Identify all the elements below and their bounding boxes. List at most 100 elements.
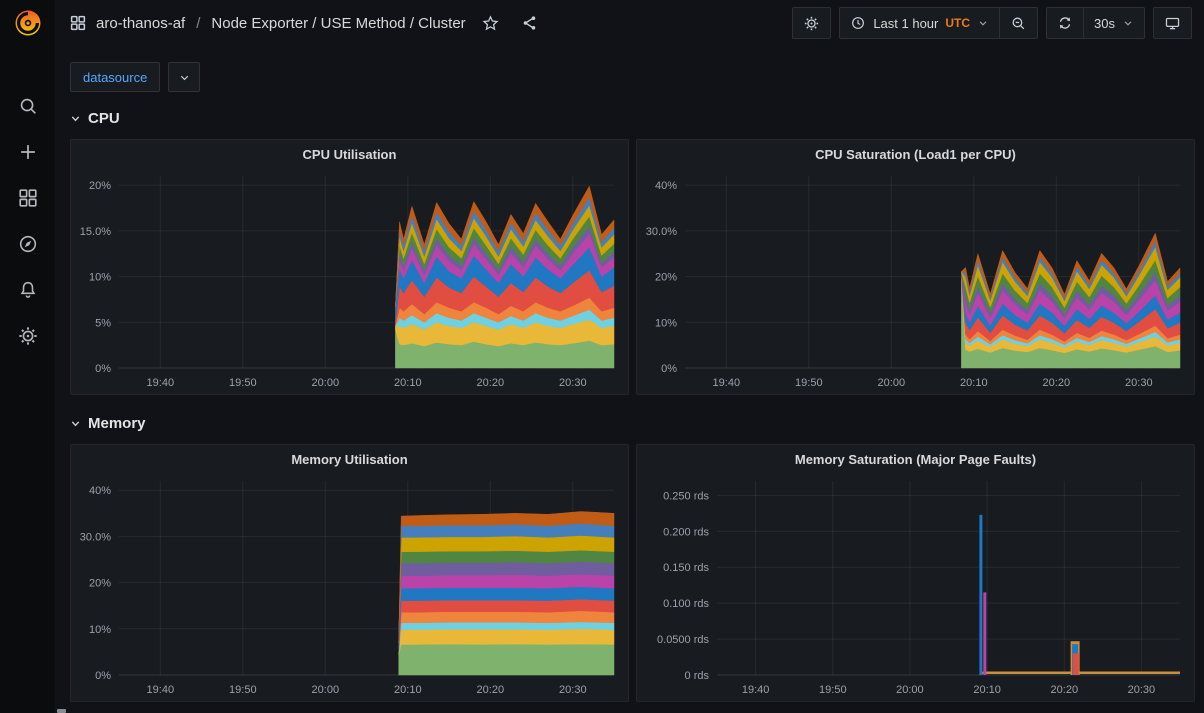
search-icon[interactable] (8, 94, 48, 118)
topbar: aro-thanos-af / Node Exporter / USE Meth… (55, 0, 1204, 46)
section-label-cpu: CPU (88, 110, 120, 127)
panel-title: CPU Saturation (Load1 per CPU) (815, 147, 1016, 162)
cpu-utilisation-chart[interactable]: 19:4019:5020:0020:1020:2020:300%5%10%15.… (71, 168, 628, 394)
panel-title: Memory Saturation (Major Page Faults) (795, 452, 1036, 467)
explore-compass-icon[interactable] (8, 232, 48, 256)
breadcrumb-dashboard-title[interactable]: Node Exporter / USE Method / Cluster (211, 15, 465, 32)
memory-utilisation-chart[interactable]: 19:4019:5020:0020:1020:2020:300%10%20%30… (71, 473, 628, 701)
share-alt-icon (521, 14, 539, 32)
breadcrumb: aro-thanos-af / Node Exporter / USE Meth… (69, 14, 545, 33)
svg-text:0.200 rds: 0.200 rds (663, 526, 709, 538)
svg-text:19:40: 19:40 (147, 684, 175, 696)
svg-text:20:20: 20:20 (1043, 377, 1071, 389)
svg-text:20%: 20% (89, 180, 111, 192)
row-header-memory[interactable]: Memory (70, 411, 1195, 435)
configuration-gear-icon[interactable] (8, 324, 48, 348)
svg-text:0%: 0% (661, 363, 677, 375)
share-button[interactable] (515, 14, 545, 32)
svg-text:40%: 40% (89, 485, 111, 497)
svg-text:20:10: 20:10 (973, 684, 1001, 696)
panel-cpu-saturation: CPU Saturation (Load1 per CPU) 19:4019:5… (636, 139, 1195, 395)
scroll-corner (57, 709, 66, 713)
svg-text:19:40: 19:40 (147, 377, 175, 389)
breadcrumb-separator: / (194, 15, 202, 32)
refresh-interval-dropdown[interactable]: 30s (1083, 7, 1145, 39)
time-range-picker-button[interactable]: Last 1 hour UTC (839, 7, 1000, 39)
svg-text:20:30: 20:30 (1125, 377, 1153, 389)
refresh-interval-label: 30s (1094, 16, 1115, 31)
svg-text:20:00: 20:00 (878, 377, 906, 389)
chevron-down-icon (977, 17, 989, 29)
panel-header[interactable]: CPU Utilisation (71, 140, 628, 168)
tv-mode-button[interactable] (1153, 7, 1192, 39)
timezone-label: UTC (945, 16, 970, 30)
apps-grid-icon (69, 14, 87, 32)
svg-text:30.0%: 30.0% (646, 226, 677, 238)
svg-text:0.150 rds: 0.150 rds (663, 562, 709, 574)
svg-text:20%: 20% (655, 272, 677, 284)
svg-text:19:40: 19:40 (713, 377, 741, 389)
panel-memory-saturation: Memory Saturation (Major Page Faults) 19… (636, 444, 1195, 702)
alerting-bell-icon[interactable] (8, 278, 48, 302)
svg-text:20:00: 20:00 (312, 684, 340, 696)
grafana-logo-icon[interactable] (0, 0, 55, 46)
datasource-variable-button[interactable]: datasource (70, 62, 160, 92)
refresh-icon (1057, 15, 1073, 31)
refresh-button[interactable] (1046, 7, 1084, 39)
main-area: aro-thanos-af / Node Exporter / USE Meth… (55, 0, 1204, 713)
svg-text:20:10: 20:10 (394, 684, 422, 696)
panel-header[interactable]: Memory Saturation (Major Page Faults) (637, 445, 1194, 473)
svg-text:0%: 0% (95, 363, 111, 375)
svg-text:19:40: 19:40 (742, 684, 770, 696)
datasource-variable-dropdown[interactable] (168, 62, 200, 92)
cpu-saturation-chart[interactable]: 19:4019:5020:0020:1020:2020:300%10%20%30… (637, 168, 1194, 394)
svg-text:0.0500 rds: 0.0500 rds (657, 634, 709, 646)
svg-text:20:20: 20:20 (1051, 684, 1079, 696)
svg-text:19:50: 19:50 (229, 684, 257, 696)
dashboards-icon[interactable] (8, 186, 48, 210)
panel-memory-utilisation: Memory Utilisation 19:40 19:50 20:00 20:10 2… (70, 444, 629, 702)
svg-text:19:50: 19:50 (819, 684, 847, 696)
memory-saturation-chart[interactable]: 19:40 19:50 20:00 20:10 20:20 20:30 0 rds 0.050… (637, 473, 1194, 701)
dashboard-grid: CPU CPU Utilisation 19:40 19:50 20:00 20:10… (55, 104, 1204, 702)
svg-text:20:00: 20:00 (312, 377, 340, 389)
favorite-star-button[interactable] (475, 14, 506, 33)
panel-header[interactable]: CPU Saturation (Load1 per CPU) (637, 140, 1194, 168)
breadcrumb-folder[interactable]: aro-thanos-af (96, 15, 185, 32)
panel-header[interactable]: Memory Utilisation (71, 445, 628, 473)
svg-text:30.0%: 30.0% (80, 531, 111, 543)
magnifier-minus-icon (1010, 15, 1027, 32)
star-icon (481, 14, 500, 33)
time-range-label: Last 1 hour (873, 16, 938, 31)
svg-text:20:30: 20:30 (1128, 684, 1156, 696)
svg-text:20%: 20% (89, 578, 111, 590)
svg-text:10%: 10% (655, 317, 677, 329)
svg-text:20:30: 20:30 (559, 377, 587, 389)
panel-row-memory: Memory Utilisation 19:40 19:50 20:00 20:10 2… (70, 444, 1195, 702)
section-label-memory: Memory (88, 415, 146, 432)
svg-text:20:10: 20:10 (394, 377, 422, 389)
monitor-icon (1164, 15, 1181, 32)
svg-text:0 rds: 0 rds (685, 670, 710, 682)
svg-text:15.0%: 15.0% (80, 226, 111, 238)
dashboard-settings-button[interactable] (792, 7, 831, 39)
gear-icon (803, 15, 820, 32)
panel-row-cpu: CPU Utilisation 19:4019:5020:0020:1020:2… (70, 139, 1195, 395)
svg-text:0.100 rds: 0.100 rds (663, 598, 709, 610)
panel-title: Memory Utilisation (291, 452, 407, 467)
sidebar-nav (8, 94, 48, 348)
refresh-controls: 30s (1046, 7, 1145, 39)
svg-text:20:20: 20:20 (477, 377, 505, 389)
topbar-actions: Last 1 hour UTC (792, 7, 1192, 39)
grafana-app: aro-thanos-af / Node Exporter / USE Meth… (0, 0, 1204, 713)
zoom-out-time-button[interactable] (999, 7, 1038, 39)
add-icon[interactable] (8, 140, 48, 164)
row-header-cpu[interactable]: CPU (70, 106, 1195, 130)
svg-text:20:30: 20:30 (559, 684, 587, 696)
svg-text:10%: 10% (89, 272, 111, 284)
panel-cpu-utilisation: CPU Utilisation 19:4019:5020:0020:1020:2… (70, 139, 629, 395)
svg-text:20:10: 20:10 (960, 377, 988, 389)
svg-text:20:00: 20:00 (896, 684, 924, 696)
chevron-down-icon (1122, 17, 1134, 29)
clock-icon (850, 15, 866, 31)
